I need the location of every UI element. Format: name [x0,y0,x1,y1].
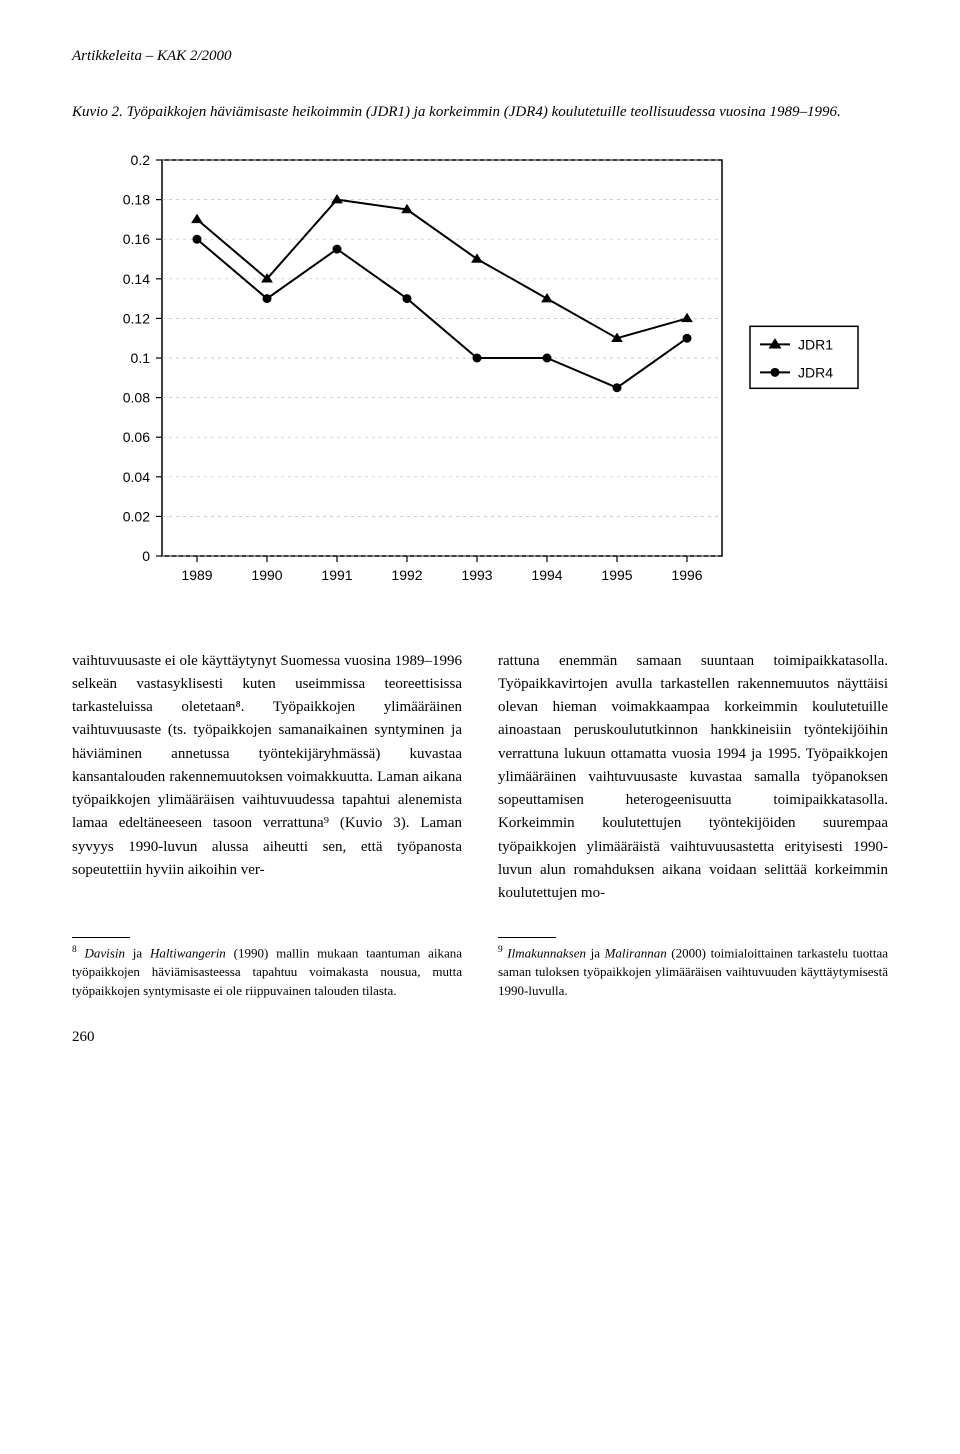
svg-text:1990: 1990 [251,567,282,583]
svg-text:1996: 1996 [671,567,702,583]
footnote-rule [498,937,556,938]
svg-text:0.1: 0.1 [131,350,151,366]
figure-label: Kuvio 2. [72,104,127,120]
svg-text:1994: 1994 [531,567,562,583]
footnote-left: 8 Davisin ja Haltiwangerin (1990) mallin… [72,923,462,1001]
footnote-num: 9 [498,945,503,955]
svg-text:0.08: 0.08 [123,389,150,405]
svg-text:0.02: 0.02 [123,508,150,524]
footnote-italic: Haltiwangerin [150,946,226,961]
svg-text:JDR1: JDR1 [798,336,833,352]
svg-text:0.06: 0.06 [123,429,150,445]
chart-svg: 0 0.02 0.04 0.06 0.08 0.1 0.12 0.14 0.16 0.18 0.2 1… [90,142,870,602]
svg-text:1989: 1989 [181,567,212,583]
body-text: vaihtuvuusaste ei ole käyttäytynyt Suome… [72,650,888,906]
footnote-right: 9 Ilmakunnaksen ja Malirannan (2000) toi… [498,923,888,1001]
footnote-italic: Davisin [85,946,125,961]
body-left-col: vaihtuvuusaste ei ole käyttäytynyt Suome… [72,650,462,906]
footnote-italic: Malirannan [605,946,667,961]
svg-text:1993: 1993 [461,567,492,583]
svg-text:0.2: 0.2 [131,152,151,168]
footnotes: 8 Davisin ja Haltiwangerin (1990) mallin… [72,923,888,1001]
svg-text:0.12: 0.12 [123,310,150,326]
svg-text:0: 0 [142,548,150,564]
figure-caption-text: Työpaikkojen häviämisaste heikoimmin (JD… [127,104,841,120]
svg-text:0.16: 0.16 [123,231,150,247]
footnote-rule [72,937,130,938]
page-number: 260 [72,1029,888,1046]
running-header: Artikkeleita – KAK 2/2000 [72,48,888,65]
figure-caption: Kuvio 2. Työpaikkojen häviämisaste heiko… [72,101,888,124]
svg-text:0.18: 0.18 [123,191,150,207]
svg-text:1992: 1992 [391,567,422,583]
svg-text:0.04: 0.04 [123,468,150,484]
footnote-text: ja [586,946,605,961]
svg-text:JDR4: JDR4 [798,364,833,380]
footnote-num: 8 [72,945,77,955]
line-chart: 0 0.02 0.04 0.06 0.08 0.1 0.12 0.14 0.16 0.18 0.2 1… [90,142,870,602]
body-right-col: rattuna enemmän samaan suuntaan toimipai… [498,650,888,906]
svg-text:1995: 1995 [601,567,632,583]
footnote-italic: Ilmakunnaksen [507,946,586,961]
svg-text:1991: 1991 [321,567,352,583]
svg-text:0.14: 0.14 [123,270,150,286]
footnote-text: ja [125,946,150,961]
